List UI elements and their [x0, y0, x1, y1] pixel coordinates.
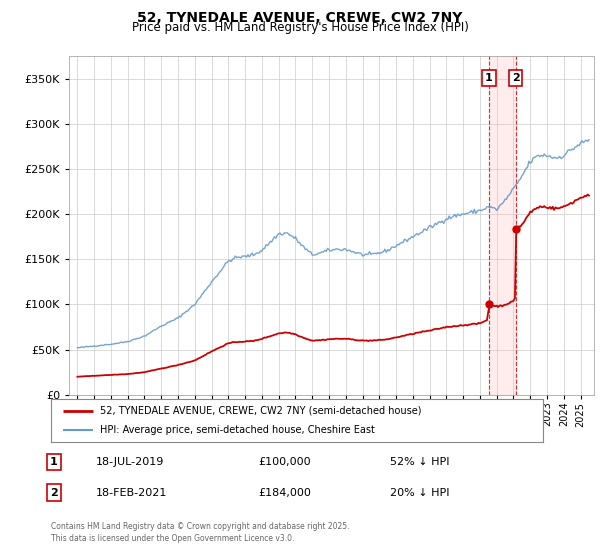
Bar [489, 56, 515, 395]
Text: £184,000: £184,000 [258, 488, 311, 498]
Text: 52, TYNEDALE AVENUE, CREWE, CW2 7NY: 52, TYNEDALE AVENUE, CREWE, CW2 7NY [137, 11, 463, 25]
Text: £100,000: £100,000 [258, 457, 311, 467]
Text: 1: 1 [485, 73, 493, 83]
Text: Price paid vs. HM Land Registry's House Price Index (HPI): Price paid vs. HM Land Registry's House … [131, 21, 469, 34]
Text: 1: 1 [50, 457, 58, 467]
Text: 2: 2 [512, 73, 520, 83]
Text: Contains HM Land Registry data © Crown copyright and database right 2025.
This d: Contains HM Land Registry data © Crown c… [51, 522, 349, 543]
Text: 20% ↓ HPI: 20% ↓ HPI [390, 488, 449, 498]
Text: 52, TYNEDALE AVENUE, CREWE, CW2 7NY (semi-detached house): 52, TYNEDALE AVENUE, CREWE, CW2 7NY (sem… [100, 406, 422, 416]
Text: HPI: Average price, semi-detached house, Cheshire East: HPI: Average price, semi-detached house,… [100, 425, 375, 435]
Text: 2: 2 [50, 488, 58, 498]
Text: 18-JUL-2019: 18-JUL-2019 [96, 457, 164, 467]
Text: 18-FEB-2021: 18-FEB-2021 [96, 488, 167, 498]
Text: 52% ↓ HPI: 52% ↓ HPI [390, 457, 449, 467]
